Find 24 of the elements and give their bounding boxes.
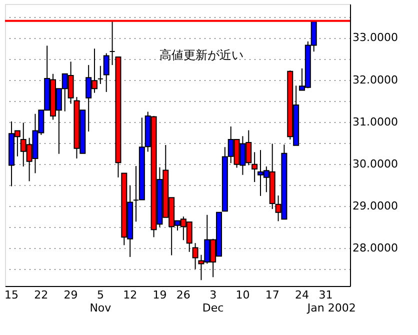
x-tick-label: 15 <box>4 288 19 302</box>
candlestick <box>109 20 116 66</box>
x-tick-label: 31 <box>318 288 333 302</box>
y-tick-label: 32.0000 <box>352 73 398 86</box>
candlestick <box>252 152 258 183</box>
y-tick-label: 29.0000 <box>352 200 398 213</box>
x-tick-label: 22 <box>34 288 48 302</box>
y-tick-label: 31.0000 <box>352 115 398 128</box>
annotation: 高値更新が近い <box>160 48 244 62</box>
x-tick-label: 12 <box>123 288 138 302</box>
candlestick <box>97 65 104 84</box>
y-tick-label: 28.0000 <box>352 242 398 255</box>
x-tick-label: 3 Dec <box>202 288 224 314</box>
x-tick-label: 10 <box>236 288 250 302</box>
x-tick-label: Jan 2002 <box>306 302 356 314</box>
x-tick-label: 5 Nov <box>90 288 112 314</box>
x-tick-label: 19 <box>152 288 167 302</box>
y-tick-label: 30.0000 <box>352 157 398 170</box>
x-tick-label: 26 <box>176 288 190 302</box>
candlestick <box>103 52 110 92</box>
x-tick-label: 24 <box>294 288 309 302</box>
x-tick-label: 17 <box>265 288 280 302</box>
y-tick-label: 33.0000 <box>352 31 398 44</box>
x-tick-label: 29 <box>64 288 78 302</box>
